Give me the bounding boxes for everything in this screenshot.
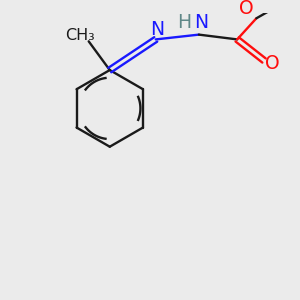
Text: O: O xyxy=(239,0,254,18)
Text: CH₃: CH₃ xyxy=(65,28,95,43)
Text: N: N xyxy=(194,13,208,32)
Text: N: N xyxy=(150,20,164,39)
Text: H: H xyxy=(177,13,192,32)
Text: O: O xyxy=(265,54,280,73)
